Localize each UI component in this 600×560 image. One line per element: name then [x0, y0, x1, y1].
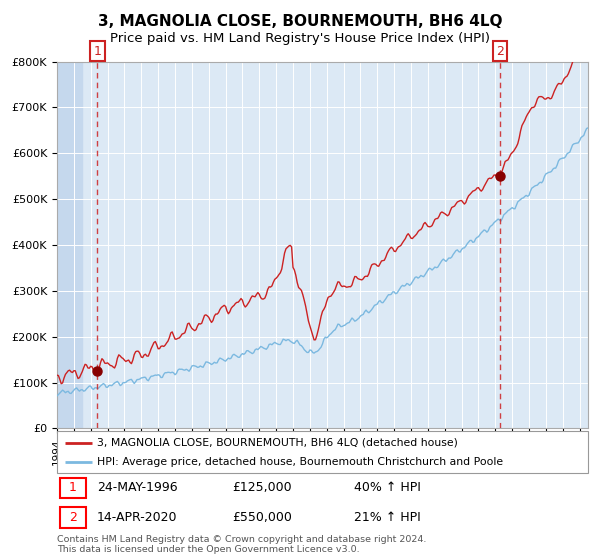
Text: 40% ↑ HPI: 40% ↑ HPI	[355, 481, 421, 494]
Text: 1: 1	[93, 45, 101, 58]
Text: 2: 2	[496, 45, 504, 58]
Text: Price paid vs. HM Land Registry's House Price Index (HPI): Price paid vs. HM Land Registry's House …	[110, 32, 490, 45]
Polygon shape	[57, 62, 82, 428]
Text: 24-MAY-1996: 24-MAY-1996	[97, 481, 178, 494]
Text: 14-APR-2020: 14-APR-2020	[97, 511, 178, 524]
FancyBboxPatch shape	[59, 478, 86, 498]
Text: HPI: Average price, detached house, Bournemouth Christchurch and Poole: HPI: Average price, detached house, Bour…	[97, 457, 503, 467]
Text: 1: 1	[69, 481, 77, 494]
FancyBboxPatch shape	[59, 507, 86, 528]
Text: £125,000: £125,000	[232, 481, 292, 494]
Text: Contains HM Land Registry data © Crown copyright and database right 2024.
This d: Contains HM Land Registry data © Crown c…	[57, 535, 427, 554]
Text: 2: 2	[69, 511, 77, 524]
Text: 3, MAGNOLIA CLOSE, BOURNEMOUTH, BH6 4LQ: 3, MAGNOLIA CLOSE, BOURNEMOUTH, BH6 4LQ	[98, 14, 502, 29]
Text: £550,000: £550,000	[232, 511, 292, 524]
FancyBboxPatch shape	[57, 431, 588, 473]
Text: 3, MAGNOLIA CLOSE, BOURNEMOUTH, BH6 4LQ (detached house): 3, MAGNOLIA CLOSE, BOURNEMOUTH, BH6 4LQ …	[97, 437, 458, 447]
Text: 21% ↑ HPI: 21% ↑ HPI	[355, 511, 421, 524]
